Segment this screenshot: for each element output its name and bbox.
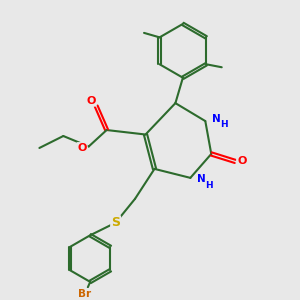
Text: O: O [237,156,247,167]
Text: H: H [220,120,228,129]
Text: N: N [212,114,221,124]
Text: S: S [111,216,120,229]
Text: Br: Br [78,289,92,299]
Text: N: N [197,174,206,184]
Text: H: H [205,181,213,190]
Text: O: O [77,143,87,153]
Text: O: O [86,96,95,106]
